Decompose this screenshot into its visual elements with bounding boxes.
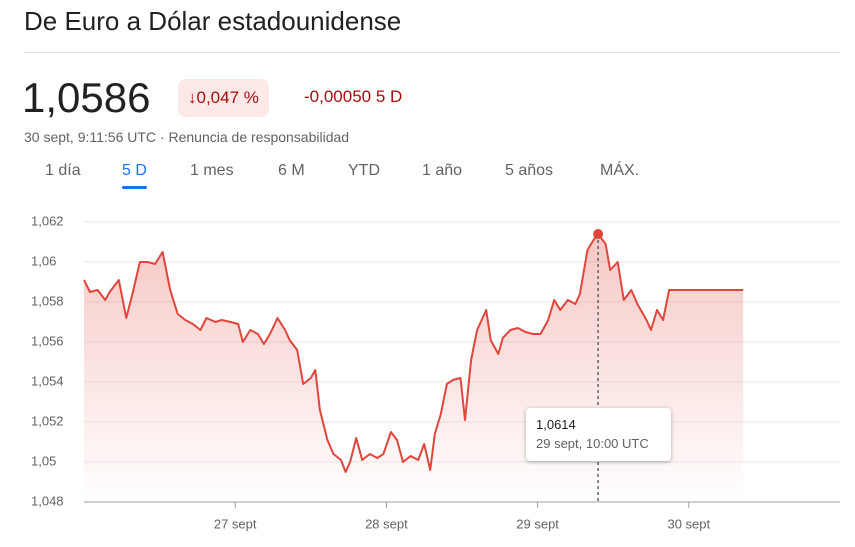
tab[interactable]: YTD bbox=[348, 162, 380, 179]
tooltip-time: 29 sept, 10:00 UTC bbox=[536, 436, 649, 451]
tab[interactable]: 5 D bbox=[122, 162, 147, 189]
x-tick-label: 30 sept bbox=[667, 516, 710, 531]
disclaimer[interactable]: Renuncia de responsabilidad bbox=[168, 129, 350, 145]
tooltip-value: 1,0614 bbox=[536, 417, 576, 432]
x-tick-label: 27 sept bbox=[214, 516, 257, 531]
change-badge: ↓0,047 % bbox=[178, 79, 269, 117]
line bbox=[83, 233, 744, 473]
area bbox=[84, 234, 744, 502]
title: De Euro a Dólar estadounidense bbox=[24, 6, 402, 36]
tab[interactable]: 1 mes bbox=[190, 162, 234, 179]
cursor-point bbox=[593, 229, 604, 239]
timestamp: 30 sept, 9:11:56 UTC bbox=[24, 129, 157, 145]
tab[interactable]: 1 año bbox=[422, 162, 463, 179]
tab[interactable]: 6 M bbox=[278, 162, 305, 179]
separator: · bbox=[159, 129, 165, 145]
y-tick-label: 1,056 bbox=[31, 333, 64, 348]
x-tick-label: 28 sept bbox=[365, 516, 408, 531]
divider bbox=[24, 52, 840, 53]
change: -0,00050 5 D bbox=[304, 87, 403, 106]
down-arrow: ↓ bbox=[188, 88, 197, 107]
y-tick-label: 1,06 bbox=[31, 253, 56, 268]
tab[interactable]: 5 años bbox=[505, 162, 554, 179]
y-tick-label: 1,054 bbox=[31, 373, 64, 388]
tab[interactable]: MÁX. bbox=[600, 162, 640, 179]
subline: 30 sept, 9:11:56 UTC · Renuncia de respo… bbox=[24, 129, 349, 145]
y-tick-label: 1,05 bbox=[31, 453, 56, 468]
tab[interactable]: 1 día bbox=[45, 162, 81, 179]
tooltip: 1,0614 29 sept, 10:00 UTC bbox=[526, 408, 671, 461]
y-tick-label: 1,058 bbox=[31, 293, 64, 308]
change-percent: 0,047 % bbox=[196, 88, 259, 107]
y-tick-label: 1,048 bbox=[31, 493, 64, 508]
price: 1,0586 bbox=[22, 74, 151, 121]
y-tick-label: 1,052 bbox=[31, 413, 64, 428]
y-tick-label: 1,062 bbox=[31, 213, 64, 228]
x-tick-label: 29 sept bbox=[516, 516, 559, 531]
